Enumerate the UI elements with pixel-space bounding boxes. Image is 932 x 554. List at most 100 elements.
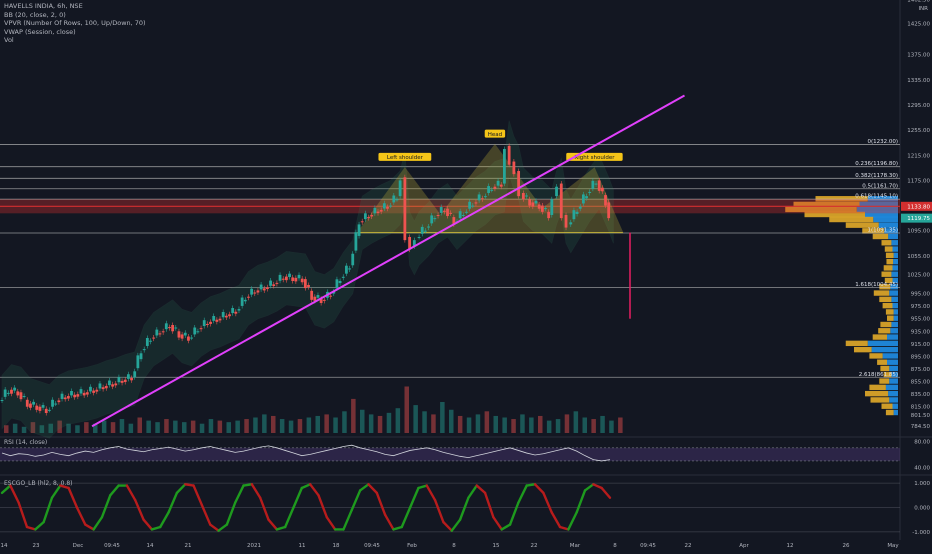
candle-body [480,198,484,200]
volume-bar [582,417,587,433]
osc-segment [458,496,470,521]
vp-row-down [845,222,879,228]
volume-bar [431,414,436,433]
candle-body [108,380,111,386]
candle-body [92,390,96,393]
candle-body [266,287,269,289]
osc-segment [209,523,220,532]
candle-body [224,315,228,318]
time-axis: 14 23 Dec 09:45 14 21 2021 11 18 09:45 Feb 8 15 22 Mar… [1,543,900,549]
symbol-title[interactable]: HAVELLS INDIA, 6h, NSE [4,2,83,10]
candle-body [164,323,168,330]
volume-bar [190,420,196,433]
volume-bar [137,417,142,433]
time-tick: 12 [787,543,794,549]
candle-body [439,207,443,213]
candle-body [597,180,601,191]
vp-row-down [869,353,883,359]
candle-body [555,186,558,197]
price-tick: 1215.00 [907,153,930,159]
candle-body [0,400,4,402]
candle-body [183,332,187,336]
time-tick: 8 [452,543,456,549]
price-tick: 835.00 [911,392,931,398]
indicator-vol[interactable]: Vol [4,36,14,45]
candle-body [496,180,500,186]
osc-segment [242,483,254,487]
candle-body [25,399,29,407]
indicator-vwap[interactable]: VWAP (Session, close) [4,27,76,36]
candle-body [44,408,48,413]
osc-segment [109,484,120,497]
osc-segment [567,511,578,531]
time-tick: 18 [333,543,340,549]
vp-row-up [887,359,898,365]
candle-body [436,214,440,217]
price-tick: 915.00 [911,342,931,348]
candle-body [503,148,506,184]
volume-bar [235,420,240,433]
candle-body [171,324,175,332]
osc-segment [425,484,437,502]
indicator-vpvr[interactable]: VPVR (Number Of Rows, 100, Up/Down, 70) [4,19,146,28]
osc-tick: 0.000 [914,506,930,512]
volume-bar [520,414,525,433]
osc-segment [350,489,362,512]
candle-body [389,205,393,207]
candle-body [187,336,190,341]
candle-body [458,211,462,219]
candle-body [569,222,573,225]
volume-bar [493,415,498,433]
fib-label: 0.236(1196.80) [855,161,898,167]
candle-body [291,277,295,281]
candle-body [89,386,92,392]
candle-body [199,328,203,330]
volume-bar [279,419,285,433]
osc-segment [483,491,495,519]
candle-body [490,189,494,191]
candle-body [73,394,77,398]
candle-body [104,385,108,389]
fib-label: 0(1232.00) [867,139,898,145]
candle-body [493,186,497,189]
vp-row-up [888,233,898,240]
vp-row-up [878,222,898,228]
candle-body [152,337,156,339]
candle-body [85,392,89,395]
candle-body [190,337,193,339]
candle-body [465,211,468,213]
osc-segment [317,494,329,519]
candle-body [564,214,568,228]
vp-row-down [785,206,857,213]
osc-segment [558,525,570,531]
osc-segment [450,518,462,532]
candle-body [408,236,412,250]
indicator-bb[interactable]: BB (20, close, 2, 0) [4,10,66,19]
candle-body [303,279,307,289]
candle-body [145,337,149,346]
vp-row-down [869,384,886,391]
time-tick: 14 [147,543,154,549]
osc-segment [592,483,603,490]
volume-bar [386,412,392,433]
candle-body [256,290,260,293]
candle-body [517,170,521,197]
candle-body [452,217,456,225]
candle-body [275,282,279,284]
volume-bar [244,419,249,433]
pattern-label-box [484,129,506,138]
candle-body [316,295,320,298]
volume-bar [182,422,187,433]
candle-body [363,213,367,220]
candle-body [581,194,585,204]
candle-body [354,232,358,251]
osc-segment [542,491,553,514]
candle-body [253,292,257,294]
osc-segment [250,483,262,499]
vp-row-up [891,321,898,328]
osc-segment [17,501,29,529]
osc-segment [200,503,212,526]
osc-segment [300,483,312,490]
